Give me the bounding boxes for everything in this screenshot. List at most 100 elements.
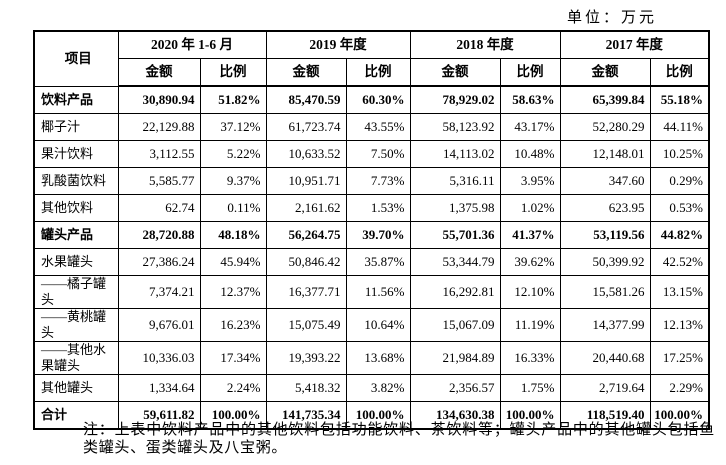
amount-cell: 22,129.88 — [117, 113, 201, 141]
amount-cell: 1,334.64 — [117, 374, 201, 402]
amount-cell: 15,067.09 — [409, 308, 501, 342]
amount-cell: 5,585.77 — [117, 167, 201, 195]
amount-cell: 118,519.40 — [559, 401, 651, 430]
amount-cell: 30,890.94 — [117, 85, 201, 114]
amount-cell: 141,735.34 — [265, 401, 347, 430]
row-label: 椰子汁 — [33, 113, 119, 141]
ratio-cell: 48.18% — [199, 221, 267, 249]
ratio-cell: 16.33% — [499, 341, 561, 375]
table-row: 椰子汁 22,129.88 37.12% 61,723.74 43.55% 58,123.… — [33, 113, 710, 141]
amount-cell: 14,113.02 — [409, 140, 501, 168]
ratio-header: 比例 — [199, 58, 267, 87]
ratio-cell: 11.56% — [345, 275, 411, 309]
amount-cell: 5,418.32 — [265, 374, 347, 402]
amount-cell: 7,374.21 — [117, 275, 201, 309]
amount-cell: 10,633.52 — [265, 140, 347, 168]
footnote: 注：上表中饮料产品中的其他饮料包括功能饮料、茶饮料等；罐头产品中的其他罐头包括鱼… — [83, 422, 715, 456]
amount-cell: 3,112.55 — [117, 140, 201, 168]
ratio-cell: 39.70% — [345, 221, 411, 249]
amount-cell: 12,148.01 — [559, 140, 651, 168]
amount-cell: 16,292.81 — [409, 275, 501, 309]
amount-cell: 5,316.11 — [409, 167, 501, 195]
amount-header: 金额 — [117, 58, 201, 87]
amount-header: 金额 — [265, 58, 347, 87]
row-label: ——黄桃罐头 — [33, 308, 119, 342]
amount-cell: 65,399.84 — [559, 85, 651, 114]
amount-header: 金额 — [409, 58, 501, 87]
ratio-cell: 39.62% — [499, 248, 561, 276]
ratio-cell: 7.50% — [345, 140, 411, 168]
ratio-header: 比例 — [649, 58, 710, 87]
row-label: 其他罐头 — [33, 374, 119, 402]
ratio-cell: 51.82% — [199, 85, 267, 114]
table-row: ——橘子罐头 7,374.21 12.37% 16,377.71 11.56% 16,29… — [33, 275, 710, 309]
table-row: 合计 59,611.82 100.00% 141,735.34 100.00% 134,6… — [33, 401, 710, 430]
table-row: 乳酸菌饮料 5,585.77 9.37% 10,951.71 7.73% 5,316.11… — [33, 167, 710, 195]
amount-cell: 78,929.02 — [409, 85, 501, 114]
ratio-cell: 1.53% — [345, 194, 411, 222]
amount-cell: 85,470.59 — [265, 85, 347, 114]
ratio-cell: 2.24% — [199, 374, 267, 402]
table-row: 果汁饮料 3,112.55 5.22% 10,633.52 7.50% 14,113.02… — [33, 140, 710, 168]
period-header-2018: 2018 年度 — [409, 30, 561, 59]
amount-cell: 2,161.62 — [265, 194, 347, 222]
ratio-cell: 0.29% — [649, 167, 710, 195]
ratio-header: 比例 — [499, 58, 561, 87]
ratio-cell: 100.00% — [649, 401, 710, 430]
ratio-cell: 12.37% — [199, 275, 267, 309]
amount-cell: 10,951.71 — [265, 167, 347, 195]
amount-cell: 15,581.26 — [559, 275, 651, 309]
period-header-2020-h1: 2020 年 1-6 月 — [117, 30, 267, 59]
table-header-row-measures: 金额 比例 金额 比例 金额 比例 金额 比例 — [34, 58, 710, 87]
amount-cell: 20,440.68 — [559, 341, 651, 375]
ratio-cell: 60.30% — [345, 85, 411, 114]
ratio-cell: 0.53% — [649, 194, 710, 222]
ratio-cell: 3.95% — [499, 167, 561, 195]
ratio-cell: 12.10% — [499, 275, 561, 309]
ratio-cell: 42.52% — [649, 248, 710, 276]
ratio-cell: 12.13% — [649, 308, 710, 342]
table-row: 饮料产品 30,890.94 51.82% 85,470.59 60.30% 78,929… — [33, 85, 710, 114]
row-label: 其他饮料 — [33, 194, 119, 222]
period-header-2017: 2017 年度 — [559, 30, 710, 59]
row-label: ——其他水果罐头 — [33, 341, 119, 375]
amount-cell: 2,356.57 — [409, 374, 501, 402]
ratio-header: 比例 — [345, 58, 411, 87]
ratio-cell: 5.22% — [199, 140, 267, 168]
ratio-cell: 41.37% — [499, 221, 561, 249]
ratio-cell: 43.17% — [499, 113, 561, 141]
revenue-by-product-table: 项目 2020 年 1-6 月 2019 年度 2018 年度 2017 年度 … — [33, 30, 710, 430]
amount-cell: 15,075.49 — [265, 308, 347, 342]
table-row: 其他饮料 62.74 0.11% 2,161.62 1.53% 1,375.98 1.02%… — [33, 194, 710, 222]
amount-cell: 53,119.56 — [559, 221, 651, 249]
amount-cell: 52,280.29 — [559, 113, 651, 141]
ratio-cell: 43.55% — [345, 113, 411, 141]
unit-label: 单位：万元 — [567, 10, 658, 26]
ratio-cell: 13.68% — [345, 341, 411, 375]
row-label: 果汁饮料 — [33, 140, 119, 168]
ratio-cell: 44.82% — [649, 221, 710, 249]
ratio-cell: 37.12% — [199, 113, 267, 141]
table-row: 罐头产品 28,720.88 48.18% 56,264.75 39.70% 55,701… — [33, 221, 710, 249]
amount-cell: 50,399.92 — [559, 248, 651, 276]
amount-cell: 55,701.36 — [409, 221, 501, 249]
ratio-cell: 11.19% — [499, 308, 561, 342]
ratio-cell: 55.18% — [649, 85, 710, 114]
amount-cell: 10,336.03 — [117, 341, 201, 375]
ratio-cell: 10.64% — [345, 308, 411, 342]
ratio-cell: 1.75% — [499, 374, 561, 402]
amount-cell: 9,676.01 — [117, 308, 201, 342]
amount-cell: 623.95 — [559, 194, 651, 222]
ratio-cell: 3.82% — [345, 374, 411, 402]
amount-cell: 61,723.74 — [265, 113, 347, 141]
amount-cell: 50,846.42 — [265, 248, 347, 276]
ratio-cell: 7.73% — [345, 167, 411, 195]
ratio-cell: 45.94% — [199, 248, 267, 276]
amount-cell: 14,377.99 — [559, 308, 651, 342]
ratio-cell: 13.15% — [649, 275, 710, 309]
ratio-cell: 1.02% — [499, 194, 561, 222]
table-header-row-periods: 项目 2020 年 1-6 月 2019 年度 2018 年度 2017 年度 — [33, 30, 710, 87]
table-row: 水果罐头 27,386.24 45.94% 50,846.42 35.87% 53,344… — [33, 248, 710, 276]
ratio-cell: 10.25% — [649, 140, 710, 168]
